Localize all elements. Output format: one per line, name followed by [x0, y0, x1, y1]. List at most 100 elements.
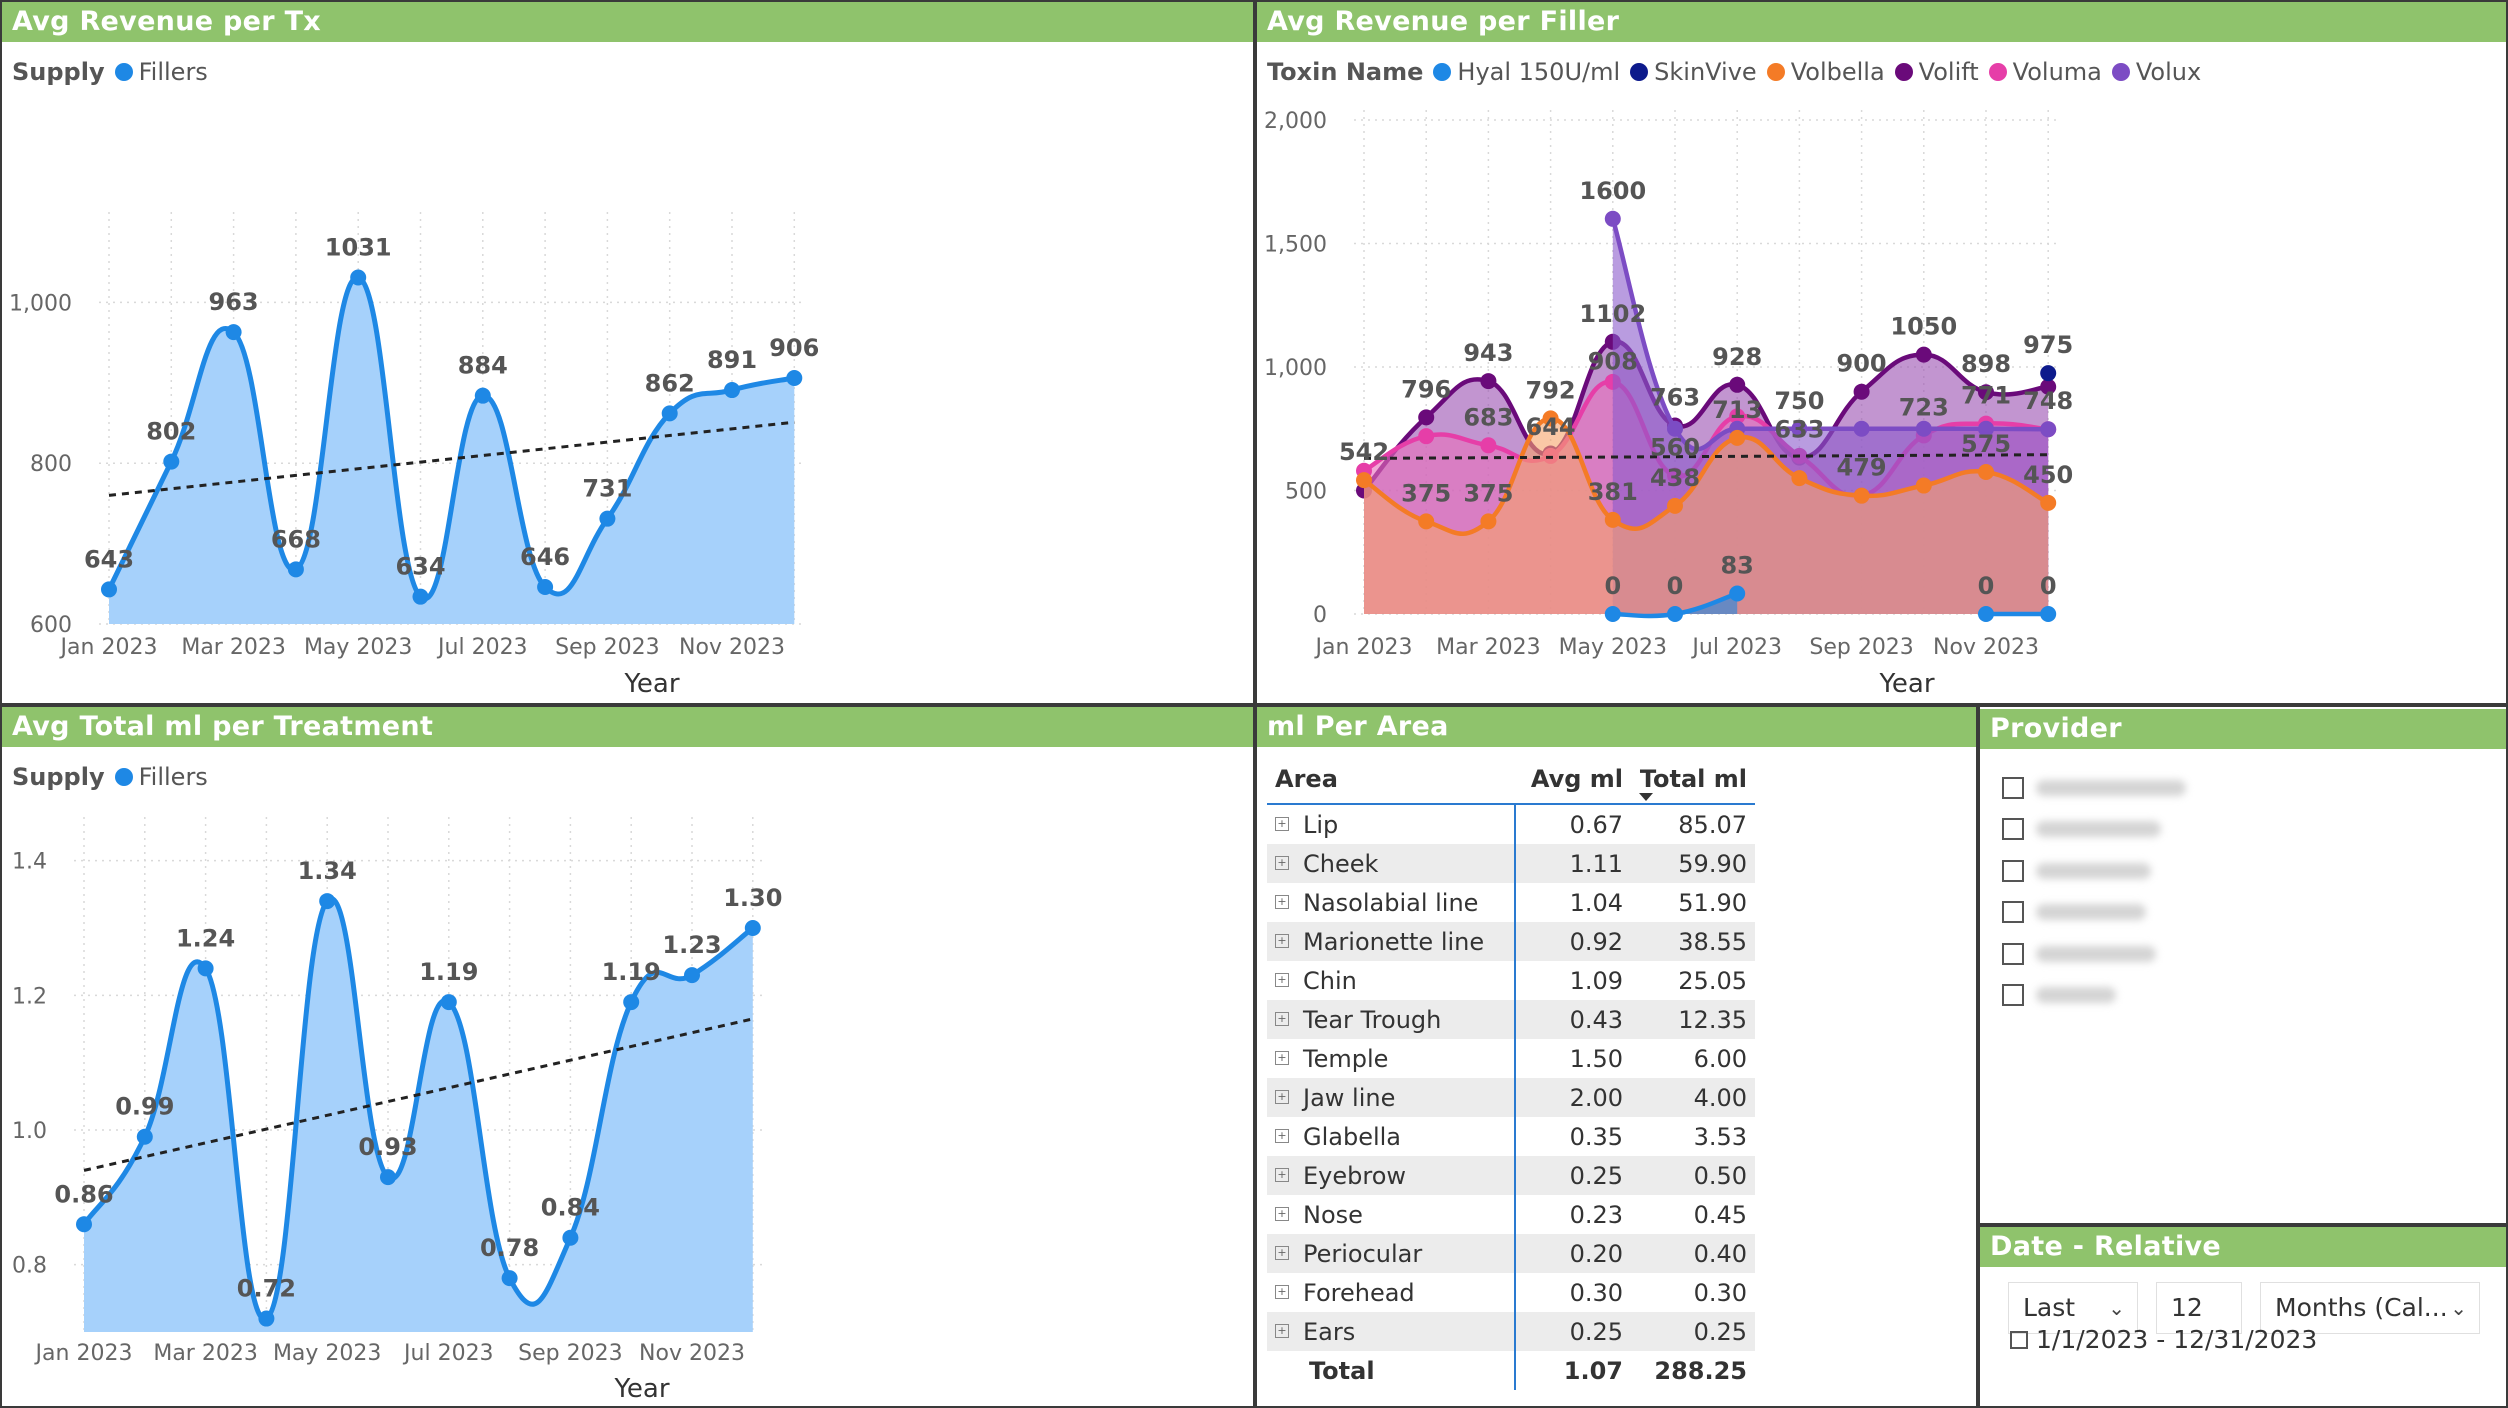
- data-point: [1604, 511, 1621, 528]
- provider-option[interactable]: [2002, 809, 2186, 851]
- checkbox[interactable]: [2002, 818, 2024, 841]
- data-point: [623, 994, 640, 1011]
- data-point: [1542, 410, 1559, 427]
- checkbox[interactable]: [2002, 776, 2024, 799]
- expand-icon[interactable]: +: [1275, 1050, 1289, 1065]
- data-point: [1604, 210, 1621, 227]
- table-row[interactable]: + Lip 0.67 85.07: [1267, 804, 1755, 844]
- checkbox[interactable]: [2002, 859, 2024, 882]
- checkbox[interactable]: [2002, 942, 2024, 965]
- data-point: [1667, 497, 1683, 514]
- expand-icon[interactable]: +: [1275, 1206, 1289, 1221]
- x-tick-label: May 2023: [273, 1341, 381, 1366]
- x-tick-label: Jan 2023: [34, 1341, 133, 1366]
- data-point: [76, 1216, 92, 1233]
- legend-item-volbella[interactable]: Volbella: [1766, 58, 1885, 86]
- data-point: [1915, 477, 1932, 494]
- area-cell: + Chin: [1267, 961, 1515, 1000]
- column-header-total-ml[interactable]: Total ml: [1631, 755, 1755, 805]
- data-label: 375: [1463, 479, 1513, 507]
- provider-option[interactable]: [2002, 933, 2186, 975]
- table-row[interactable]: + Nose 0.23 0.45: [1267, 1195, 1755, 1234]
- provider-option[interactable]: [2002, 850, 2186, 892]
- data-point: [1915, 346, 1932, 363]
- table-row[interactable]: + Eyebrow 0.25 0.50: [1267, 1156, 1755, 1195]
- provider-option[interactable]: [2002, 892, 2186, 934]
- relative-count-input[interactable]: 12: [2156, 1282, 2242, 1334]
- data-point: [1791, 470, 1808, 487]
- x-tick-label: Mar 2023: [181, 635, 286, 660]
- area-label: Periocular: [1303, 1239, 1423, 1268]
- data-label: 381: [1588, 478, 1638, 506]
- legend-item-fillers[interactable]: Fillers: [114, 58, 208, 86]
- table-row[interactable]: + Cheek 1.11 59.90: [1267, 844, 1755, 883]
- area-label: Nose: [1303, 1200, 1363, 1229]
- table-row[interactable]: + Marionette line 0.92 38.55: [1267, 922, 1755, 961]
- legend-item-skinvive[interactable]: SkinVive: [1630, 58, 1757, 86]
- relative-mode-dropdown[interactable]: Last ⌄: [2008, 1282, 2138, 1334]
- provider-option[interactable]: [2002, 767, 2186, 809]
- expand-icon[interactable]: +: [1275, 972, 1289, 987]
- area-cell: + Tear Trough: [1267, 1000, 1515, 1039]
- expand-icon[interactable]: +: [1275, 1284, 1289, 1299]
- revenue-per-filler-chart: 0 500 1,000 1,500 2,000 Jan 2023 Mar 2023 May 2…: [1264, 109, 2073, 699]
- legend-item-voluma[interactable]: Voluma: [1988, 58, 2102, 86]
- trend-line: [108, 420, 795, 497]
- expand-icon[interactable]: +: [1275, 1011, 1289, 1026]
- table-row[interactable]: + Ears 0.25 0.25: [1267, 1312, 1755, 1351]
- expand-icon[interactable]: +: [1275, 894, 1289, 909]
- data-label: 1031: [325, 233, 392, 261]
- legend-item-volux[interactable]: Volux: [2111, 58, 2201, 86]
- relative-unit-dropdown[interactable]: Months (Cal... ⌄: [2260, 1282, 2480, 1334]
- table-row[interactable]: + Temple 1.50 6.00: [1267, 1039, 1755, 1078]
- dropdown-value: Last: [2023, 1293, 2076, 1322]
- table-row[interactable]: + Glabella 0.35 3.53: [1267, 1117, 1755, 1156]
- data-label: 644: [1526, 413, 1576, 441]
- data-label: 908: [1588, 348, 1638, 376]
- expand-icon[interactable]: +: [1275, 855, 1289, 870]
- data-label: 479: [1837, 454, 1887, 482]
- data-point: [1729, 429, 1746, 446]
- checkbox[interactable]: [2002, 984, 2024, 1007]
- expand-icon[interactable]: +: [1275, 1128, 1289, 1143]
- avg-ml-cell: 0.25: [1514, 1156, 1631, 1195]
- legend-dot-icon: [1766, 63, 1785, 81]
- data-point: [1978, 384, 1994, 401]
- legend-item-volift[interactable]: Volift: [1894, 58, 1979, 86]
- panel-title: Avg Total ml per Treatment: [2, 707, 1253, 747]
- data-point: [786, 369, 803, 386]
- y-tick-label: 1.4: [12, 850, 47, 875]
- data-point: [501, 1270, 518, 1287]
- table-row[interactable]: + Jaw line 2.00 4.00: [1267, 1078, 1755, 1117]
- expand-icon[interactable]: +: [1275, 816, 1289, 831]
- legend-item-hyal-150u-ml[interactable]: Hyal 150U/ml: [1433, 58, 1620, 86]
- total-label: Total: [1309, 1356, 1375, 1385]
- expand-icon[interactable]: +: [1275, 1245, 1289, 1260]
- table-row[interactable]: + Forehead 0.30 0.30: [1267, 1273, 1755, 1312]
- checkbox[interactable]: [2002, 901, 2024, 924]
- table-row[interactable]: + Chin 1.09 25.05: [1267, 961, 1755, 1000]
- expand-icon[interactable]: +: [1275, 1323, 1289, 1338]
- data-point: [412, 588, 429, 605]
- expand-icon[interactable]: +: [1275, 1167, 1289, 1182]
- expand-icon[interactable]: +: [1275, 1089, 1289, 1104]
- total-ml-cell: 38.55: [1631, 922, 1755, 961]
- table-row[interactable]: + Nasolabial line 1.04 51.90: [1267, 883, 1755, 922]
- x-tick-label: Jul 2023: [1690, 635, 1782, 660]
- avg-ml-cell: 1.09: [1514, 961, 1631, 1000]
- legend-item-fillers[interactable]: Fillers: [114, 763, 208, 791]
- legend-dot-icon: [1988, 63, 2007, 81]
- table-row[interactable]: + Tear Trough 0.43 12.35: [1267, 1000, 1755, 1039]
- column-header-area[interactable]: Area: [1267, 755, 1515, 805]
- data-label: 884: [458, 352, 508, 380]
- avg-ml-cell: 0.35: [1514, 1117, 1631, 1156]
- data-label: 375: [1401, 479, 1451, 507]
- x-tick-label: Sep 2023: [518, 1341, 622, 1366]
- data-point: [1480, 513, 1497, 530]
- table-row[interactable]: + Periocular 0.20 0.40: [1267, 1234, 1755, 1273]
- expand-icon[interactable]: +: [1275, 933, 1289, 948]
- column-header-avg-ml[interactable]: Avg ml: [1515, 755, 1631, 805]
- provider-option[interactable]: [2002, 975, 2186, 1017]
- data-label: 748: [2023, 387, 2073, 415]
- area-label: Ears: [1303, 1317, 1356, 1346]
